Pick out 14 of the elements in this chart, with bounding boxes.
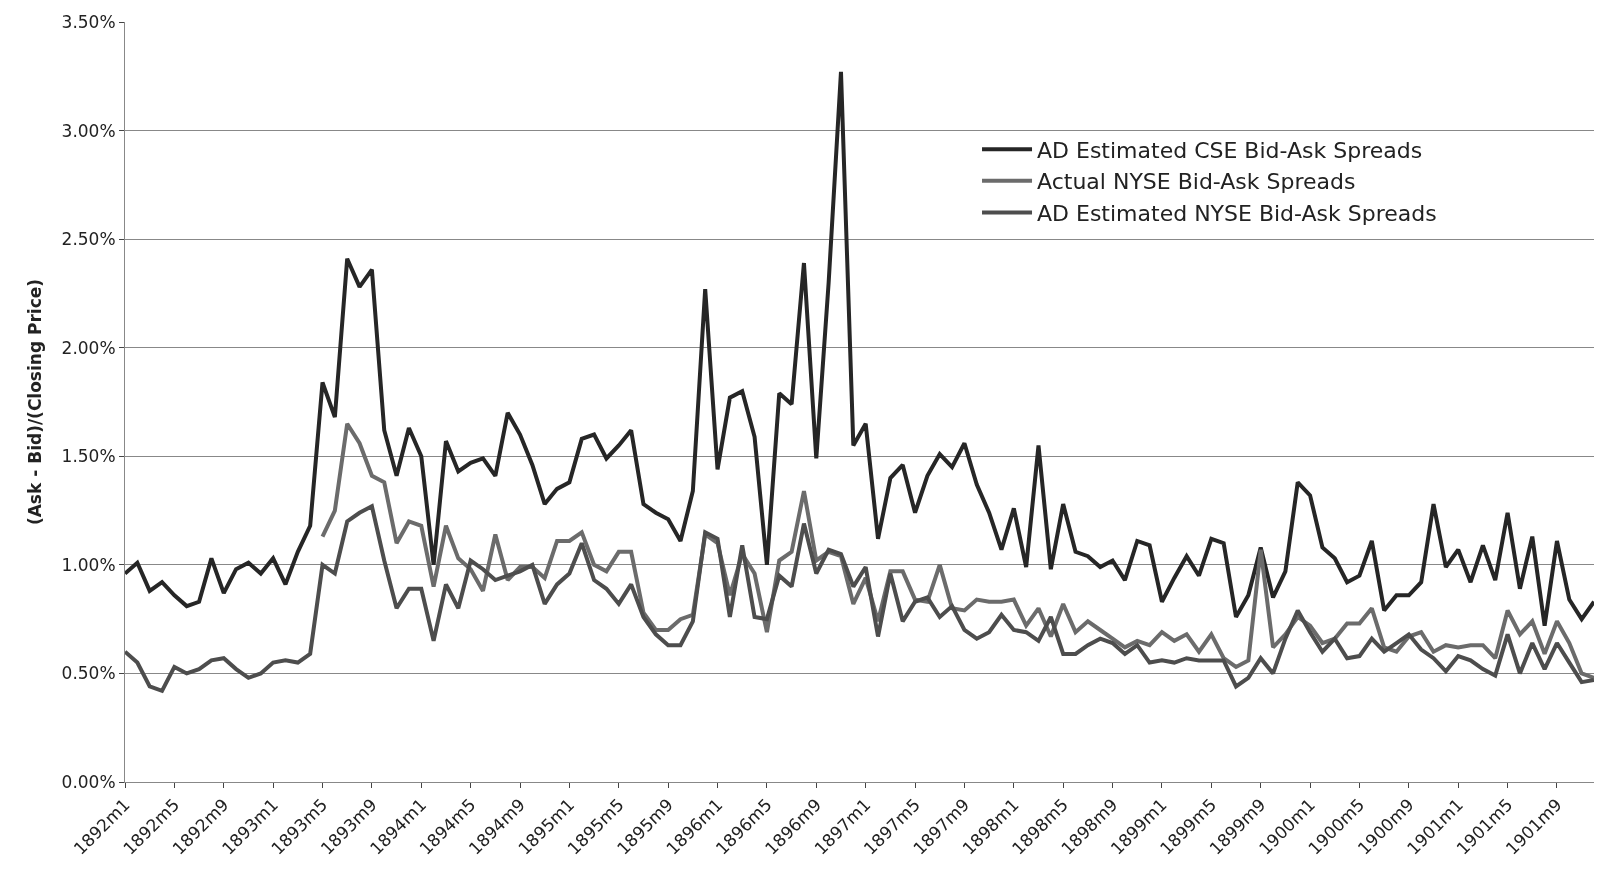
- legend-label: Actual NYSE Bid-Ask Spreads: [1037, 169, 1356, 195]
- y-tick-label: 1.50%: [61, 446, 116, 467]
- y-tick-label: 0.00%: [61, 771, 116, 792]
- y-tick-label: 3.50%: [61, 11, 116, 32]
- line-series: [125, 69, 1594, 628]
- y-tick-label: 2.50%: [61, 229, 116, 250]
- line-series: [125, 504, 1594, 693]
- y-tick-label: 1.00%: [61, 554, 116, 575]
- legend-label: AD Estimated NYSE Bid-Ask Spreads: [1037, 200, 1437, 226]
- y-axis-title: (Ask - Bid)/(Closing Price): [25, 278, 46, 526]
- y-tick-label: 3.00%: [61, 120, 116, 141]
- y-tick-label: 0.50%: [61, 663, 116, 684]
- y-tick-label: 2.00%: [61, 337, 116, 358]
- legend-label: AD Estimated CSE Bid-Ask Spreads: [1037, 137, 1423, 163]
